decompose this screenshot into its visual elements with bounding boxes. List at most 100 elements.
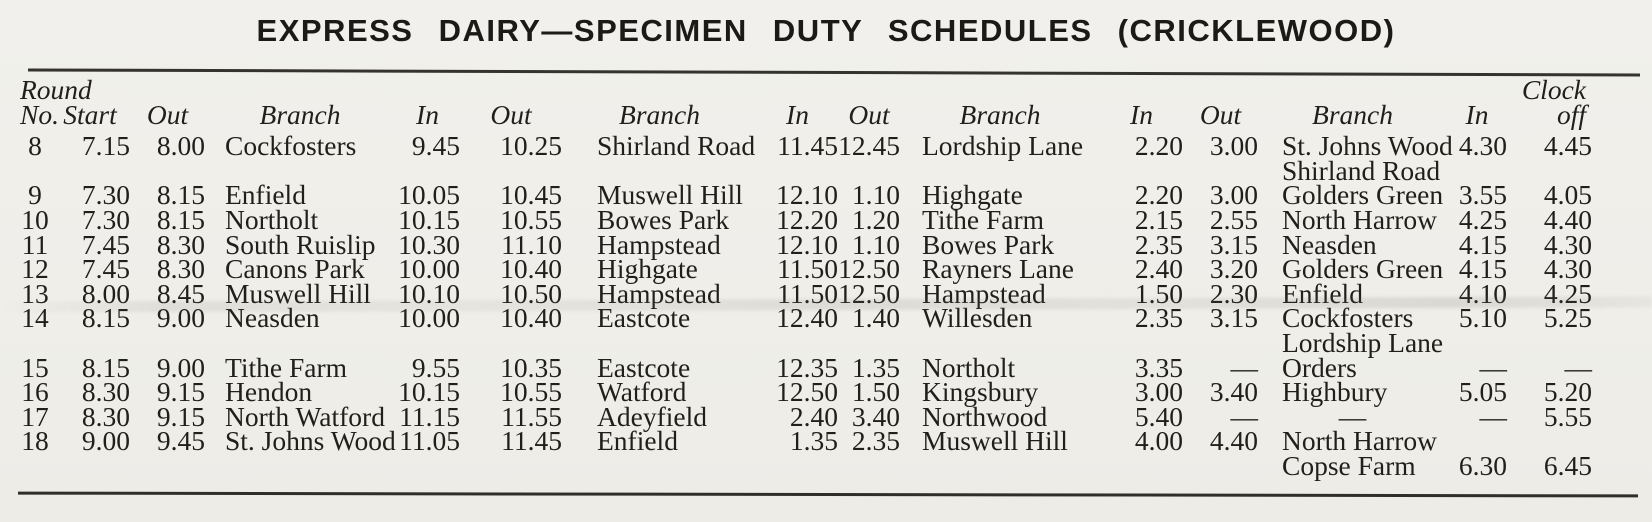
table-cell: 7.15 [81,130,130,162]
table-cell: 10.10 [398,277,460,309]
table-cell: 13 [21,277,49,309]
table-row: 17 8.30 9.15 North Watford 11.15 11.55 Adeyfie… [20,400,1592,432]
column-header-branch: Branch [959,98,1041,130]
table-cell: 8.00 [81,277,130,309]
table-row: 18 9.00 9.45 St. Johns Wood 11.05 11.45 Enfiel… [20,425,1592,457]
table-cell: 4.10 [1458,277,1507,309]
table-cell: 1.50 [1134,277,1183,309]
table-cell: Highbury [1282,376,1388,408]
table-cell: Rayners Lane [922,253,1074,285]
table-cell: Muswell Hill [597,179,743,211]
table-cell: 5.05 [1458,376,1507,408]
table-cell: Hampstead [597,228,721,260]
table-cell: Lordship Lane [1282,326,1444,358]
table-cell: Golders Green [1282,253,1444,285]
table-cell: — [1479,400,1508,432]
table-cell: Neasden [1282,228,1377,260]
table-cell: 10 [21,203,49,235]
header-row-1: Round Clock [20,74,1592,105]
table-cell: 12.40 [776,302,838,334]
column-header-in: In [1130,98,1153,130]
table-cell: 8.45 [156,277,205,309]
table-cell: 10.50 [500,277,562,309]
table-cell: 11.45 [777,130,838,162]
table-cell: 10.40 [500,302,562,334]
table-cell: North Harrow [1282,203,1438,235]
table-cell [562,454,757,479]
table-cell: Orders [1282,351,1357,383]
table-cell: Enfield [597,425,678,457]
table-cell: 9.00 [156,302,205,334]
table-cell: 8.30 [81,400,130,432]
table-cell: 1.35 [789,425,838,457]
table-cell: — [1230,351,1259,383]
table-cell: St. Johns Wood [1282,130,1453,162]
table-cell: 9.15 [156,400,205,432]
column-header-branch: Branch [619,98,700,130]
column-header-out: Out [1199,98,1242,130]
table-cell: 12.10 [776,228,838,260]
table-cell: South Ruislip [225,228,376,260]
table-cell: Muswell Hill [922,425,1068,457]
table-cell: Hampstead [597,277,721,309]
table-cell: 1.10 [851,179,900,211]
table-cell: 12.45 [838,130,900,162]
table-cell [20,454,50,479]
table-cell: 9.45 [411,130,460,162]
table-row: 10 7.30 8.15 Northolt 10.15 10.55 Bowes Park 12… [20,203,1592,235]
table-cell: Eastcote [597,351,691,383]
table-row: 14 8.15 9.00 Neasden 10.00 10.40 Eastcote 12.40… [20,302,1592,334]
table-cell: Shirland Road [597,130,756,162]
table-cell: 4.25 [1458,203,1507,235]
table-cell: 11.50 [777,253,838,285]
table-cell: — [1564,351,1593,383]
table-cell: 11.05 [399,425,460,457]
table-cell [900,454,1100,479]
column-header-clock: Clock [1521,74,1586,105]
table-cell: Tithe Farm [225,351,347,383]
table-cell: 4.15 [1458,228,1507,260]
table-cell: 4.05 [1543,179,1592,211]
table-cell: 6.30 [1458,449,1507,481]
table-cell: Hampstead [922,277,1046,309]
table-row: 11 7.45 8.30 South Ruislip 10.30 11.10 Hampste… [20,228,1592,260]
table-cell: 12.35 [776,351,838,383]
table-cell: Northolt [922,351,1016,383]
table-cell: Northolt [225,203,319,235]
table-header: Round Clock No. Start Out Branch In Out … [20,74,1592,134]
table-cell: 9 [28,179,42,211]
table-cell: Cockfosters [225,130,357,162]
table-cell: Highgate [597,253,698,285]
table-cell: 14 [21,302,49,334]
table-row-continuation: Copse Farm 6.30 6.45 [20,449,1592,481]
table-cell: North Harrow [1282,425,1438,457]
table-cell: 10.15 [398,203,460,235]
table-cell: 12.50 [838,253,900,285]
table-cell: Tithe Farm [922,203,1044,235]
table-cell: 10.25 [500,130,562,162]
table-cell: 4.30 [1543,253,1592,285]
table-cell: 2.55 [1209,203,1258,235]
table-cell [130,454,205,479]
table-cell: 10.55 [500,376,562,408]
table-row: 8 7.15 8.00 Cockfosters 9.45 10.25 Shirland Ro… [20,130,1592,162]
top-horizontal-rule [27,68,1641,77]
table-cell: North Watford [225,400,385,432]
table-cell: Copse Farm [1282,449,1416,481]
table-cell: 10.15 [398,376,460,408]
table-cell: 4.40 [1543,203,1592,235]
column-header-out: Out [146,98,189,130]
table-row: 16 8.30 9.15 Hendon 10.15 10.55 Watford 12.50 1.… [20,376,1592,408]
table-cell: Enfield [225,179,306,211]
table-cell: 4.45 [1543,130,1592,162]
table-cell: Cockfosters [1282,302,1414,334]
table-cell: — [1230,400,1259,432]
table-cell: Kingsbury [922,376,1039,408]
table-cell: 5.25 [1543,302,1592,334]
table-row: 12 7.45 8.30 Canons Park 10.00 10.40 Highgate 1… [20,253,1592,285]
table-cell: 11.45 [501,425,562,457]
table-cell: 1.10 [851,228,900,260]
column-header-branch: Branch [1312,98,1393,130]
column-header-in: In [786,98,809,130]
table-cell: 10.00 [398,302,460,334]
